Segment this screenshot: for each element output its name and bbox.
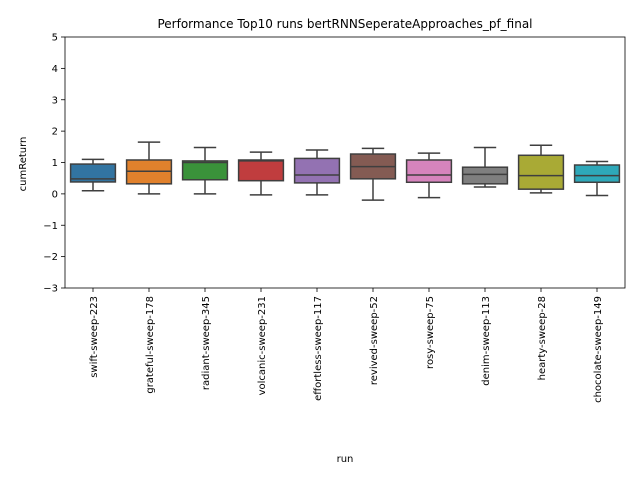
box-9-iqr-rect (517, 154, 565, 190)
y-tick-label-8: 4 (52, 64, 58, 75)
box-1-iqr-rect (69, 163, 117, 183)
box-3-iqr-rect (181, 160, 229, 181)
y-tick-label-5: 1 (52, 158, 58, 169)
box-8-iqr-rect (461, 166, 509, 185)
box-4-iqr-rect (237, 159, 285, 182)
x-axis-label: run (337, 454, 354, 465)
y-tick-label-4: 0 (52, 189, 58, 200)
box-5-iqr-rect (293, 157, 341, 184)
x-tick-label-9: hearty-sweep-28 (537, 296, 548, 380)
x-tick-label-2: grateful-sweep-178 (145, 296, 156, 394)
y-tick-label-7: 3 (52, 95, 58, 106)
plot-area: swift-sweep-223 grateful-sweep-178 radiant… (43, 33, 626, 403)
y-tick-label-6: 2 (52, 127, 58, 138)
box-7-iqr-rect (405, 159, 453, 184)
x-tick-label-1: swift-sweep-223 (89, 296, 100, 378)
y-tick-label-9: 5 (52, 33, 58, 44)
x-tick-label-4: volcanic-sweep-231 (257, 296, 268, 395)
axes-frame (64, 36, 626, 289)
box-10-iqr-rect (573, 164, 621, 184)
x-tick-label-7: rosy-sweep-75 (425, 296, 436, 369)
x-tick-label-3: radiant-sweep-345 (201, 296, 212, 390)
y-tick-label-2: −2 (43, 252, 58, 263)
chart-title: Performance Top10 runs bertRNNSeperateAp… (157, 17, 532, 31)
y-axis-label: cumReturn (18, 137, 29, 192)
x-tick-label-10: chocolate-sweep-149 (593, 296, 604, 403)
x-tick-label-5: effortless-sweep-117 (313, 296, 324, 401)
x-tick-label-8: denim-sweep-113 (481, 296, 492, 386)
x-tick-label-6: revived-sweep-52 (369, 296, 380, 385)
y-tick-label-1: −3 (43, 284, 58, 295)
y-tick-label-3: −1 (43, 221, 58, 232)
